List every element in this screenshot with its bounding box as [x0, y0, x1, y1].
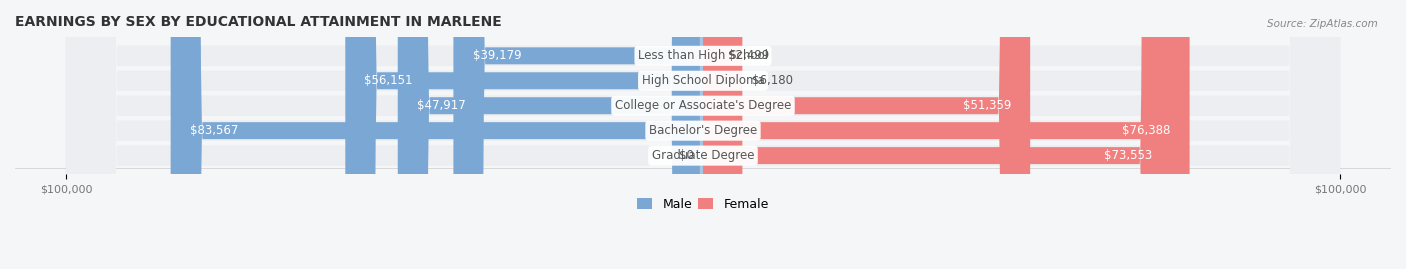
- Text: Less than High School: Less than High School: [638, 49, 768, 62]
- Text: $0: $0: [679, 149, 693, 162]
- FancyBboxPatch shape: [66, 0, 1340, 269]
- Text: $2,499: $2,499: [728, 49, 769, 62]
- Text: $47,917: $47,917: [416, 99, 465, 112]
- Text: $56,151: $56,151: [364, 74, 413, 87]
- Text: $51,359: $51,359: [963, 99, 1011, 112]
- FancyBboxPatch shape: [66, 0, 1340, 269]
- Text: $73,553: $73,553: [1104, 149, 1153, 162]
- FancyBboxPatch shape: [703, 0, 1171, 269]
- FancyBboxPatch shape: [170, 0, 703, 269]
- FancyBboxPatch shape: [703, 0, 1031, 269]
- Text: $39,179: $39,179: [472, 49, 522, 62]
- FancyBboxPatch shape: [703, 0, 1189, 269]
- Text: Graduate Degree: Graduate Degree: [652, 149, 754, 162]
- FancyBboxPatch shape: [398, 0, 703, 269]
- Text: $83,567: $83,567: [190, 124, 238, 137]
- FancyBboxPatch shape: [700, 0, 703, 269]
- Text: High School Diploma: High School Diploma: [641, 74, 765, 87]
- FancyBboxPatch shape: [66, 0, 1340, 269]
- FancyBboxPatch shape: [66, 0, 1340, 269]
- Text: Bachelor's Degree: Bachelor's Degree: [650, 124, 756, 137]
- FancyBboxPatch shape: [66, 0, 1340, 269]
- Legend: Male, Female: Male, Female: [633, 193, 773, 216]
- Text: $76,388: $76,388: [1122, 124, 1171, 137]
- FancyBboxPatch shape: [703, 0, 742, 269]
- FancyBboxPatch shape: [688, 0, 735, 269]
- Text: $6,180: $6,180: [752, 74, 793, 87]
- Text: EARNINGS BY SEX BY EDUCATIONAL ATTAINMENT IN MARLENE: EARNINGS BY SEX BY EDUCATIONAL ATTAINMEN…: [15, 15, 502, 29]
- FancyBboxPatch shape: [453, 0, 703, 269]
- FancyBboxPatch shape: [346, 0, 703, 269]
- Text: Source: ZipAtlas.com: Source: ZipAtlas.com: [1267, 19, 1378, 29]
- Text: College or Associate's Degree: College or Associate's Degree: [614, 99, 792, 112]
